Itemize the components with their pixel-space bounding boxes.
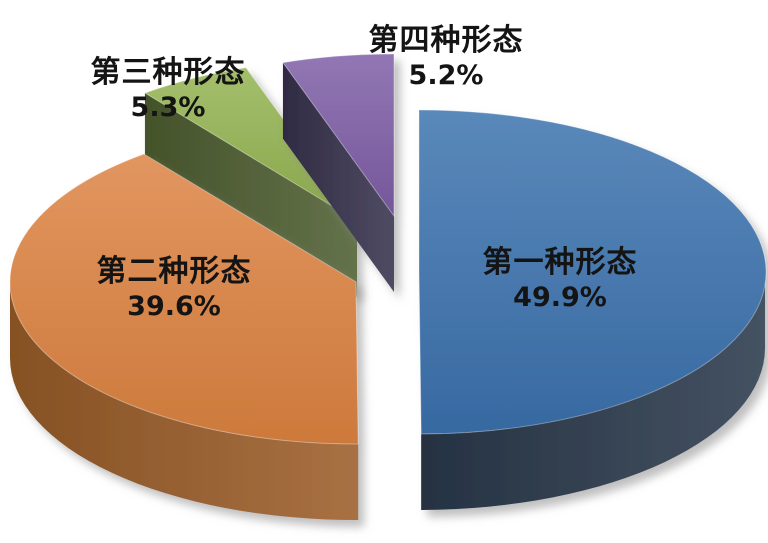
slice-label-4: 第四种形态 5.2% — [368, 23, 524, 92]
slice-label-4-value: 5.2% — [408, 60, 484, 91]
slice-label-3-name: 第三种形态 — [90, 55, 246, 90]
slice-label-1: 第一种形态 49.9% — [482, 245, 638, 314]
pie-slice-3 — [143, 67, 358, 298]
pie-slices — [9, 53, 767, 521]
slice-label-2-name: 第二种形态 — [96, 254, 252, 289]
slice-label-2: 第二种形态 39.6% — [96, 254, 252, 323]
slice-label-4-name: 第四种形态 — [368, 23, 524, 58]
pie-slice-1-top-face — [418, 109, 767, 435]
pie-slice-3-top-face — [143, 67, 358, 222]
slice-label-1-name: 第一种形态 — [482, 245, 638, 280]
pie-slice-4 — [282, 53, 395, 292]
slice-label-3: 第三种形态 5.3% — [90, 55, 246, 124]
pie-slice-1 — [418, 109, 767, 510]
slice-label-1-value: 49.9% — [513, 282, 607, 313]
pie-slice-2-rim — [10, 282, 359, 521]
pie-slice-2 — [9, 153, 359, 521]
pie-slice-3-cut-face — [144, 92, 357, 298]
pie-slice-4-top-face — [282, 53, 395, 218]
pie-slice-4-cut-face — [282, 62, 394, 292]
slice-label-3-value: 5.3% — [130, 92, 206, 123]
pie-slice-1-rim — [421, 272, 765, 510]
pie-slice-2-top-face — [9, 153, 359, 445]
slice-label-2-value: 39.6% — [127, 291, 221, 322]
